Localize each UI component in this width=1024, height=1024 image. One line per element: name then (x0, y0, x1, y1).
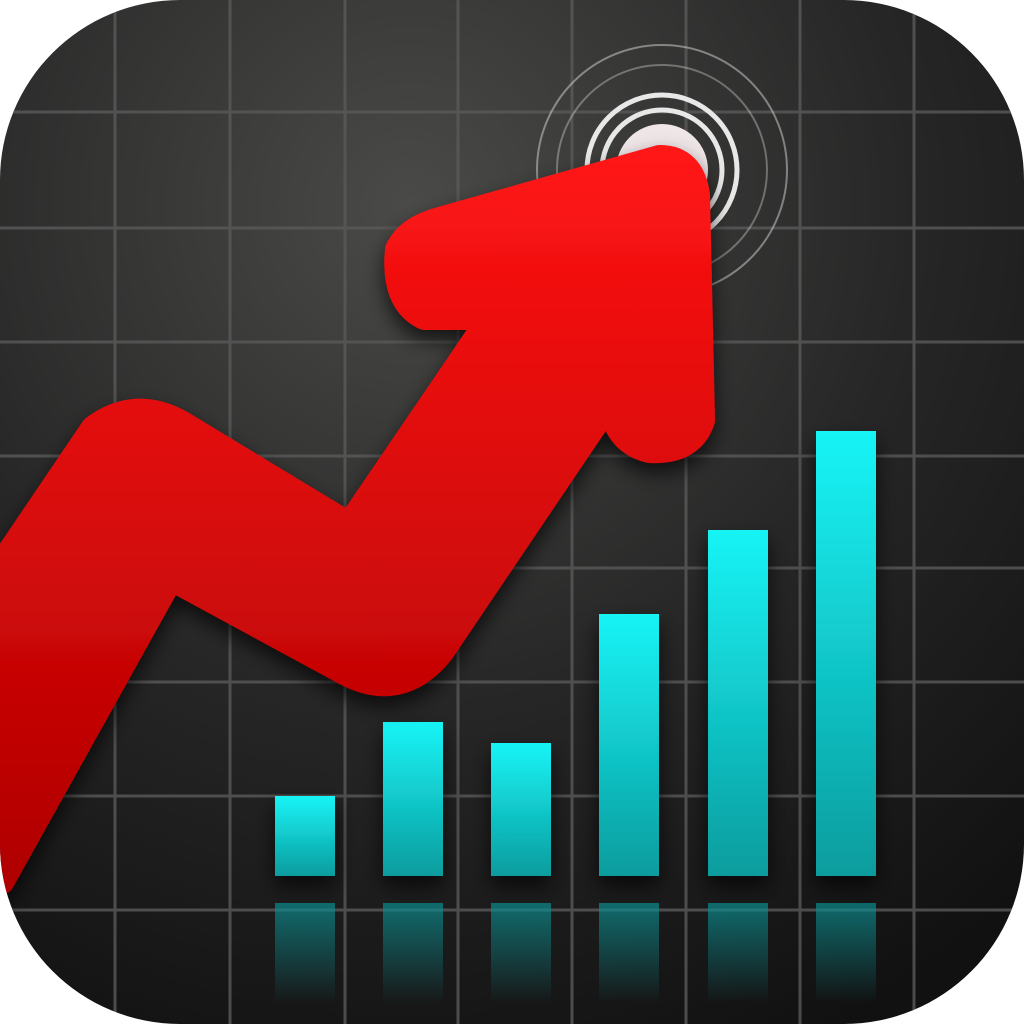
bars (275, 431, 876, 876)
trend-arrow (0, 145, 715, 895)
bar-reflections (275, 903, 876, 1003)
